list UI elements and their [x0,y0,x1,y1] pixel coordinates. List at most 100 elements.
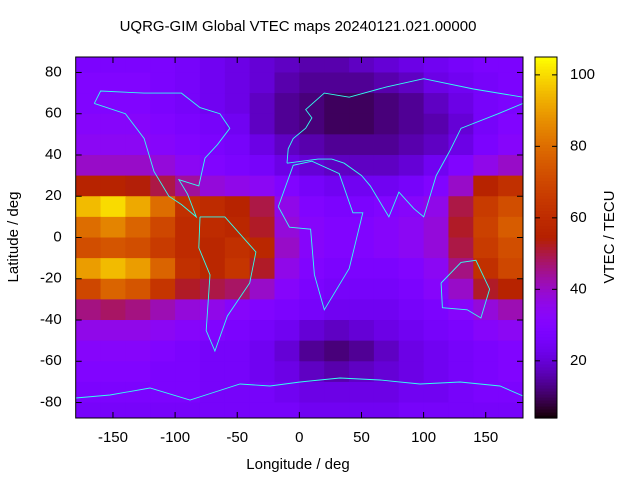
colorbar-step [535,393,557,398]
heat-cell [373,402,400,418]
colorbar-frame [534,56,558,419]
colorbar-step [535,192,557,196]
colorbar [535,57,557,419]
heat-cell [100,381,126,404]
heat-cell [249,196,275,218]
colorbar-step [535,219,557,224]
colorbar-tick-label: 80 [570,137,587,154]
heat-cell [100,216,126,238]
colorbar-step [535,396,557,401]
heat-cell [448,381,474,404]
colorbar-step [535,369,557,374]
heat-cell [498,361,523,383]
heat-cell [349,93,375,115]
heat-cell [448,320,474,342]
heat-cell [249,278,275,300]
colorbar-step [535,225,557,230]
heat-cell [423,340,449,362]
heat-cell [398,320,425,342]
heat-cell [125,113,151,135]
heat-cell [498,134,523,156]
heat-cell [398,57,425,73]
y-tick-label: 20 [45,187,62,204]
heat-cell [373,57,400,73]
colorbar-step [535,171,557,175]
heat-cell [125,320,151,342]
heat-cell [274,381,300,404]
colorbar-step [535,336,557,341]
heat-cell [473,216,499,238]
heat-cell [448,361,474,383]
heat-cell [75,57,102,73]
colorbar-step [535,78,557,82]
heat-cell [473,381,499,404]
heat-cell [373,216,400,238]
colorbar-step [535,375,557,380]
heat-cell [100,237,126,259]
heat-cell [224,57,251,73]
heat-cell [150,340,176,362]
heat-cell [274,134,300,156]
colorbar-step [535,243,557,248]
heat-cell [224,402,251,418]
heat-cell [373,258,400,280]
heat-cell [224,299,251,321]
heat-cell [199,402,226,418]
colorbar-step [535,261,557,266]
heat-cell [175,340,201,362]
heat-cell [423,216,449,238]
heat-cell [498,299,523,321]
heat-cell [75,320,102,342]
heat-cell [448,258,474,280]
heat-cell [75,93,102,115]
heat-cell [299,361,325,383]
y-tick-label: 40 [45,146,62,163]
colorbar-step [535,162,557,166]
colorbar-step [535,213,557,218]
heat-cell [100,340,126,362]
heat-cell [75,340,102,362]
colorbar-step [535,249,557,254]
heat-cell [199,113,226,135]
heat-cell [373,93,400,115]
heat-cell [473,196,499,218]
heat-cell [100,258,126,280]
colorbar-step [535,63,557,67]
heat-cell [100,320,126,342]
heat-cell [299,134,325,156]
x-tick-label: 50 [353,429,370,446]
heat-cell [175,237,201,259]
heat-cell [125,299,151,321]
heat-cell [75,381,102,404]
heat-cell [498,340,523,362]
heat-cell [274,93,300,115]
heat-cell [324,57,350,73]
heat-cell [324,340,350,362]
colorbar-step [535,333,557,338]
heat-cell [448,340,474,362]
colorbar-step [535,309,557,314]
colorbar-step [535,150,557,154]
heat-cell [199,237,226,259]
coastline [440,259,491,319]
colorbar-step [535,141,557,145]
heat-cell [274,175,300,197]
colorbar-step [535,306,557,311]
x-tick-label: -50 [226,429,248,446]
x-tick-label: 150 [473,429,498,446]
colorbar-step [535,345,557,350]
y-tick-label: 80 [45,63,62,80]
heat-cell [75,278,102,300]
heat-cell [373,299,400,321]
heat-cell [423,381,449,404]
colorbar-step [535,339,557,344]
heat-cell [473,237,499,259]
heat-cell [224,72,251,94]
heat-cell [75,361,102,383]
colorbar-step [535,351,557,356]
colorbar-step [535,414,557,419]
colorbar-step [535,378,557,383]
heat-cell [100,196,126,218]
colorbar-step [535,390,557,395]
colorbar-step [535,186,557,190]
